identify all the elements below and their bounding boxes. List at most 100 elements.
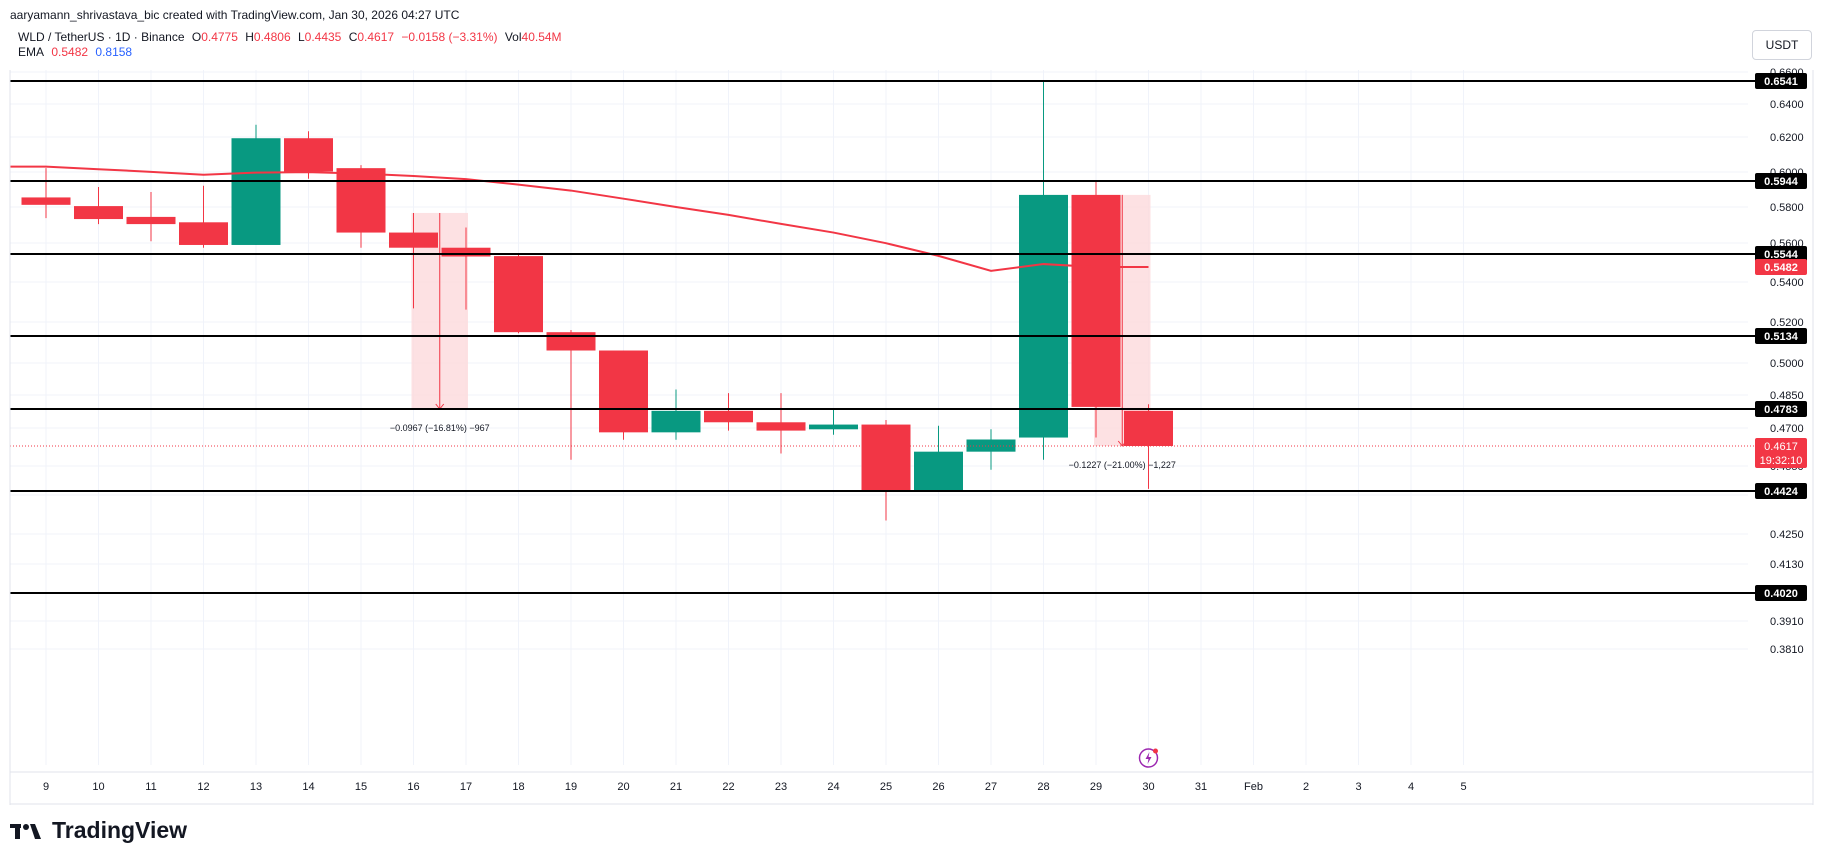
x-tick-label: 25 [880,781,892,793]
candle-down [389,232,438,248]
x-tick-label: 31 [1195,781,1207,793]
high-value: 0.4806 [253,30,291,44]
candle-up [1019,194,1068,438]
level-price-label: 0.4020 [1764,588,1798,600]
ema-price-label: 0.5482 [1764,262,1798,274]
y-tick-label: 0.5200 [1770,317,1804,329]
x-tick-label: 27 [985,781,997,793]
y-tick-label: 0.4700 [1770,423,1804,435]
x-tick-label: 29 [1090,781,1102,793]
candle-down [126,216,176,225]
candle-down [179,222,228,245]
x-tick-label: 21 [670,781,682,793]
brand-name: TradingView [52,817,188,843]
y-tick-label: 0.6200 [1770,132,1804,144]
x-tick-label: 11 [145,781,156,793]
candle-down [74,206,123,220]
x-tick-label: 15 [355,781,367,793]
x-tick-label: 17 [460,781,472,793]
level-price-label: 0.4424 [1764,486,1799,498]
level-price-tag [1755,246,1807,262]
level-price-label: 0.5544 [1764,249,1799,261]
x-tick-label: 26 [932,781,944,793]
open-label: O [191,30,202,44]
x-tick-label: 20 [617,781,629,793]
x-tick-label: 14 [302,781,314,793]
symbol-label[interactable]: WLD / TetherUS · 1D · Binance [18,30,185,44]
level-price-label: 0.4783 [1764,404,1798,416]
candle-down [494,256,543,333]
ema-price-tag [1755,259,1807,275]
x-tick-label: 12 [197,781,209,793]
currency-button[interactable]: USDT [1752,30,1812,60]
candle-down [546,332,596,351]
x-tick-label: 4 [1408,781,1414,793]
volume-label: Vol [504,30,522,44]
level-price-tag [1755,173,1807,189]
y-tick-label: 0.4250 [1770,529,1804,541]
x-tick-label: 10 [92,781,104,793]
x-tick-label: 23 [775,781,787,793]
x-tick-label: 24 [827,781,839,793]
x-tick-label: 3 [1355,781,1361,793]
level-price-tag [1755,328,1807,344]
candle-down [336,168,386,233]
x-tick-label: 9 [43,781,49,793]
price-range-label: −0.0967 (−16.81%) −967 [390,423,490,433]
event-icon-ring [1138,748,1159,768]
x-tick-label: 16 [407,781,419,793]
candle-down [756,422,806,431]
y-tick-label: 0.3910 [1770,616,1804,628]
level-price-tag [1755,73,1807,89]
candle-up [914,451,963,491]
event-dot [1153,748,1158,754]
y-tick-label: 0.6400 [1770,99,1804,111]
ema-value-2: 0.8158 [95,45,133,59]
y-tick-label: 0.5000 [1770,358,1804,370]
price-range-label: −0.1227 (−21.00%) −1,227 [1069,460,1176,470]
ema-line [10,165,1149,272]
x-tick-label: 5 [1460,781,1466,793]
tradingview-logo-icon [10,823,41,839]
current-price-label: 0.4617 [1764,441,1798,453]
x-tick-label: 30 [1142,781,1154,793]
level-price-label: 0.5134 [1764,331,1799,343]
y-tick-label: 0.3810 [1770,644,1804,656]
y-tick-label: 0.4130 [1770,559,1804,571]
lightning-icon [1145,752,1152,764]
candle-down [1071,194,1121,407]
x-tick-label: 18 [512,781,524,793]
x-tick-label: 22 [722,781,734,793]
y-tick-label: 0.5400 [1770,277,1804,289]
candle-down [21,197,71,205]
x-tick-label: Feb [1244,781,1263,793]
open-value: 0.4775 [201,30,238,44]
level-price-label: 0.5944 [1764,176,1799,188]
y-tick-label: 0.5800 [1770,202,1804,214]
level-price-tag [1755,483,1807,499]
candle-up [231,138,281,245]
x-tick-label: 28 [1037,781,1049,793]
candlestick-chart[interactable]: −0.0967 (−16.81%) −967 −0.1227 (−21.00%) … [0,0,1825,805]
candle-up [809,424,858,430]
low-label: L [297,30,305,44]
ohlc-legend: WLD / TetherUS · 1D · Binance O0.4775 H0… [18,30,566,44]
chart-header: aaryamann_shrivastava_bic created with T… [10,8,460,22]
ema-label[interactable]: EMA [18,45,45,59]
candle-down [599,350,648,433]
level-price-label: 0.6541 [1764,76,1798,88]
ema-legend: EMA 0.5482 0.8158 [18,45,136,59]
countdown-label: 19:32:10 [1760,455,1803,467]
change-value: −0.0158 (−3.31%) [401,30,498,44]
y-tick-label: 0.4850 [1770,390,1804,402]
x-tick-label: 19 [565,781,577,793]
candle-down [704,410,753,423]
low-value: 0.4435 [304,30,342,44]
ema-value-1: 0.5482 [51,45,89,59]
candle-up [651,410,701,433]
candle-down [441,247,491,257]
tradingview-brand[interactable]: TradingView [10,817,187,844]
candle-down [284,138,333,172]
level-price-tag [1755,401,1807,417]
candle-down [1124,410,1173,446]
